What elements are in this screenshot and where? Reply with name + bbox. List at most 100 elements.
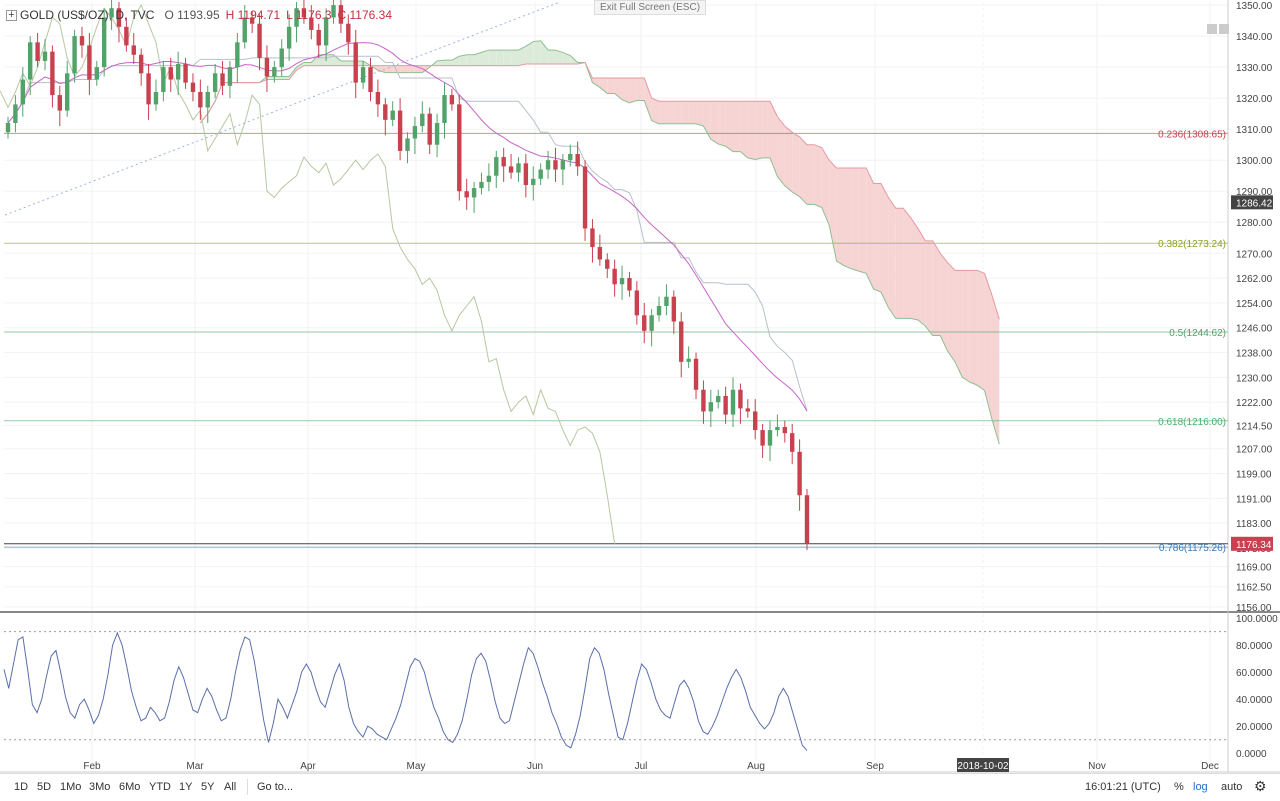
candle-body bbox=[146, 73, 151, 105]
time-axis: Feb Mar Apr May Jun Jul Aug Sep 2018-10-02 Nov Dec bbox=[83, 758, 1219, 772]
candle-body bbox=[116, 8, 122, 27]
clock-label[interactable]: 16:01:21 (UTC) bbox=[1085, 781, 1161, 793]
log-button[interactable]: log bbox=[1193, 781, 1208, 793]
candle-body bbox=[486, 175, 492, 182]
range-5y[interactable]: 5Y bbox=[201, 781, 215, 793]
cloud-segment bbox=[688, 101, 697, 124]
cloud-segment bbox=[725, 101, 734, 152]
candle-body bbox=[27, 42, 33, 80]
pane-controls[interactable] bbox=[1207, 24, 1229, 34]
price-tick-label: 1183.00 bbox=[1236, 519, 1272, 530]
fibonacci-levels: 0.236(1308.65) 0.382(1273.24) 0.5(1244.62)… bbox=[4, 129, 1228, 554]
candle-body bbox=[420, 113, 425, 127]
grid bbox=[0, 0, 1280, 773]
candle-body bbox=[57, 95, 62, 111]
cloud-segment bbox=[437, 60, 445, 66]
range-all[interactable]: All bbox=[224, 781, 237, 793]
trend-line bbox=[4, 1, 561, 216]
cloud-segment bbox=[599, 78, 608, 94]
last-price-badge bbox=[1231, 536, 1273, 551]
candle-body bbox=[257, 23, 262, 58]
candle-body bbox=[686, 358, 691, 362]
cloud-segment bbox=[636, 78, 645, 101]
price-tick-label: 1290.00 bbox=[1236, 187, 1273, 198]
range-1y[interactable]: 1Y bbox=[179, 781, 193, 793]
osc-tick-label: 0.0000 bbox=[1236, 749, 1267, 760]
cloud-segment bbox=[644, 78, 652, 121]
range-1d[interactable]: 1D bbox=[14, 781, 29, 793]
cloud-segment bbox=[673, 101, 682, 124]
range-5d[interactable]: 5D bbox=[37, 781, 52, 793]
cloud-segment bbox=[903, 208, 911, 319]
oscillator-pane: 100.0000 80.0000 60.0000 40.0000 20.0000 0.00… bbox=[3, 614, 1278, 760]
candle-body bbox=[671, 296, 677, 322]
cloud-segment bbox=[858, 167, 867, 274]
fib-label: 0.618(1216.00) bbox=[1158, 417, 1226, 428]
range-3mo[interactable]: 3Mo bbox=[89, 781, 111, 793]
cloud-segment bbox=[969, 270, 978, 386]
candle-body bbox=[464, 191, 469, 198]
price-tick-label: 1191.00 bbox=[1236, 494, 1272, 505]
candle-body bbox=[457, 104, 462, 192]
exit-full-screen-button[interactable]: Exit Full Screen (ESC) bbox=[594, 0, 707, 15]
cloud-segment bbox=[770, 101, 778, 177]
candle-body bbox=[242, 17, 247, 43]
cloud-segment bbox=[525, 41, 534, 65]
candle-body bbox=[235, 42, 240, 68]
cloud-segment bbox=[496, 50, 504, 66]
candle-body bbox=[175, 64, 181, 80]
cloud-segment bbox=[518, 46, 526, 66]
candle-body bbox=[405, 138, 410, 151]
cloud-segment bbox=[474, 52, 482, 66]
price-tick-label: 1162.50 bbox=[1236, 583, 1272, 594]
symbol-label[interactable]: GOLD (US$/OZ), D, TVC bbox=[20, 8, 155, 22]
range-1mo[interactable]: 1Mo bbox=[60, 781, 82, 793]
percent-button[interactable]: % bbox=[1174, 781, 1184, 793]
candle-body bbox=[205, 91, 210, 108]
candle-body bbox=[35, 42, 40, 61]
cloud-segment bbox=[614, 78, 623, 100]
candle-body bbox=[64, 73, 70, 111]
chikou-line bbox=[0, 3, 616, 544]
candle-body bbox=[338, 5, 344, 24]
candlesticks bbox=[5, 0, 810, 551]
cloud-segment bbox=[622, 78, 630, 103]
candle-body bbox=[545, 160, 551, 170]
add-symbol-icon[interactable]: + bbox=[6, 10, 17, 21]
candle-body bbox=[797, 451, 802, 496]
candle-body bbox=[183, 64, 188, 83]
goto-button[interactable]: Go to... bbox=[257, 781, 294, 793]
cloud-segment bbox=[962, 270, 970, 382]
time-tick-label: Feb bbox=[83, 761, 101, 772]
pane-up-icon[interactable] bbox=[1207, 24, 1217, 34]
cloud-segment bbox=[829, 160, 837, 262]
gear-icon[interactable]: ⚙ bbox=[1254, 778, 1267, 794]
cloud-segment bbox=[666, 101, 674, 124]
time-tick-label: Aug bbox=[747, 761, 765, 772]
candle-body bbox=[449, 95, 455, 105]
price-tick-label: 1199.00 bbox=[1236, 470, 1272, 481]
candle-body bbox=[272, 67, 277, 77]
candle-body bbox=[20, 79, 25, 105]
cloud-segment bbox=[836, 167, 844, 266]
range-ytd[interactable]: YTD bbox=[149, 781, 171, 793]
candle-body bbox=[575, 154, 580, 167]
candle-body bbox=[383, 104, 388, 120]
candle-body bbox=[264, 57, 270, 77]
range-6mo[interactable]: 6Mo bbox=[119, 781, 141, 793]
cloud-segment bbox=[807, 144, 815, 205]
candle-body bbox=[131, 45, 136, 55]
candle-body bbox=[553, 160, 558, 170]
cloud-segment bbox=[947, 262, 955, 362]
candle-body bbox=[679, 321, 684, 362]
price-tick-label: 1340.00 bbox=[1236, 32, 1273, 43]
cloud-segment bbox=[466, 54, 475, 66]
ichimoku-cloud bbox=[200, 40, 1000, 445]
cloud-segment bbox=[303, 62, 312, 66]
auto-button[interactable]: auto bbox=[1221, 781, 1243, 793]
pane-down-icon[interactable] bbox=[1219, 24, 1229, 34]
cloud-segment bbox=[777, 116, 785, 186]
cloud-segment bbox=[296, 62, 304, 71]
candle-body bbox=[301, 8, 307, 18]
